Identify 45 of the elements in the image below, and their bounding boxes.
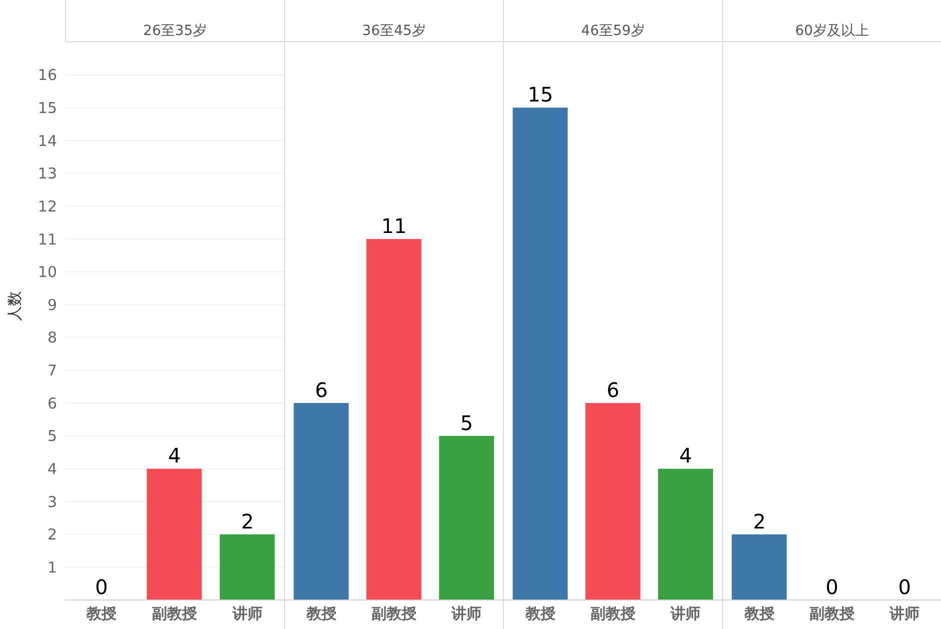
data-label: 6	[314, 378, 328, 402]
data-label: 0	[898, 575, 912, 599]
x-tick-label: 教授	[524, 604, 556, 623]
y-tick-label: 13	[38, 164, 57, 183]
y-tick-label: 10	[38, 263, 57, 282]
x-tick-label: 副教授	[810, 604, 854, 623]
data-label: 2	[752, 509, 766, 534]
y-tick-label: 2	[47, 526, 57, 544]
y-tick-label: 16	[38, 66, 57, 84]
x-tick-label: 副教授	[152, 604, 197, 623]
y-tick-label: 11	[38, 230, 57, 248]
chart-title: 60岁及以上	[723, 0, 941, 42]
y-tick-label: 15	[38, 98, 57, 117]
data-label: 15	[528, 82, 554, 107]
data-label: 4	[168, 444, 181, 468]
data-label: 11	[381, 214, 407, 238]
x-tick-label: 副教授	[372, 604, 416, 623]
data-label: 0	[826, 575, 838, 599]
x-tick-label: 教授	[743, 604, 774, 623]
x-tick-label: 讲师	[888, 604, 920, 623]
data-label: 4	[679, 444, 692, 468]
x-tick-label: 教授	[305, 604, 336, 623]
x-tick-label: 讲师	[450, 604, 482, 623]
x-tick-label: 副教授	[590, 604, 636, 623]
data-label: 6	[606, 378, 620, 402]
y-tick-label: 1	[47, 558, 57, 576]
data-label: 2	[241, 509, 254, 534]
x-tick-label: 教授	[86, 604, 116, 623]
y-tick-label: 5	[47, 427, 57, 446]
y-axis-title: 人数	[5, 291, 24, 321]
chart-title: 36至45岁	[285, 0, 503, 42]
y-tick-label: 6	[47, 394, 57, 412]
x-tick-label: 讲师	[670, 604, 701, 623]
chart-title: 46至59岁	[504, 0, 722, 42]
y-tick-label: 7	[47, 362, 57, 380]
y-tick-label: 4	[47, 460, 57, 478]
data-label: 0	[95, 575, 108, 599]
x-tick-label: 讲师	[232, 604, 262, 623]
y-tick-label: 12	[38, 197, 57, 216]
y-tick-label: 8	[47, 328, 57, 347]
data-label: 5	[460, 410, 474, 435]
y-tick-label: 14	[38, 132, 57, 150]
chart-title: 26至35岁	[65, 0, 284, 42]
y-tick-label: 3	[47, 492, 57, 511]
y-tick-label: 9	[47, 296, 57, 314]
